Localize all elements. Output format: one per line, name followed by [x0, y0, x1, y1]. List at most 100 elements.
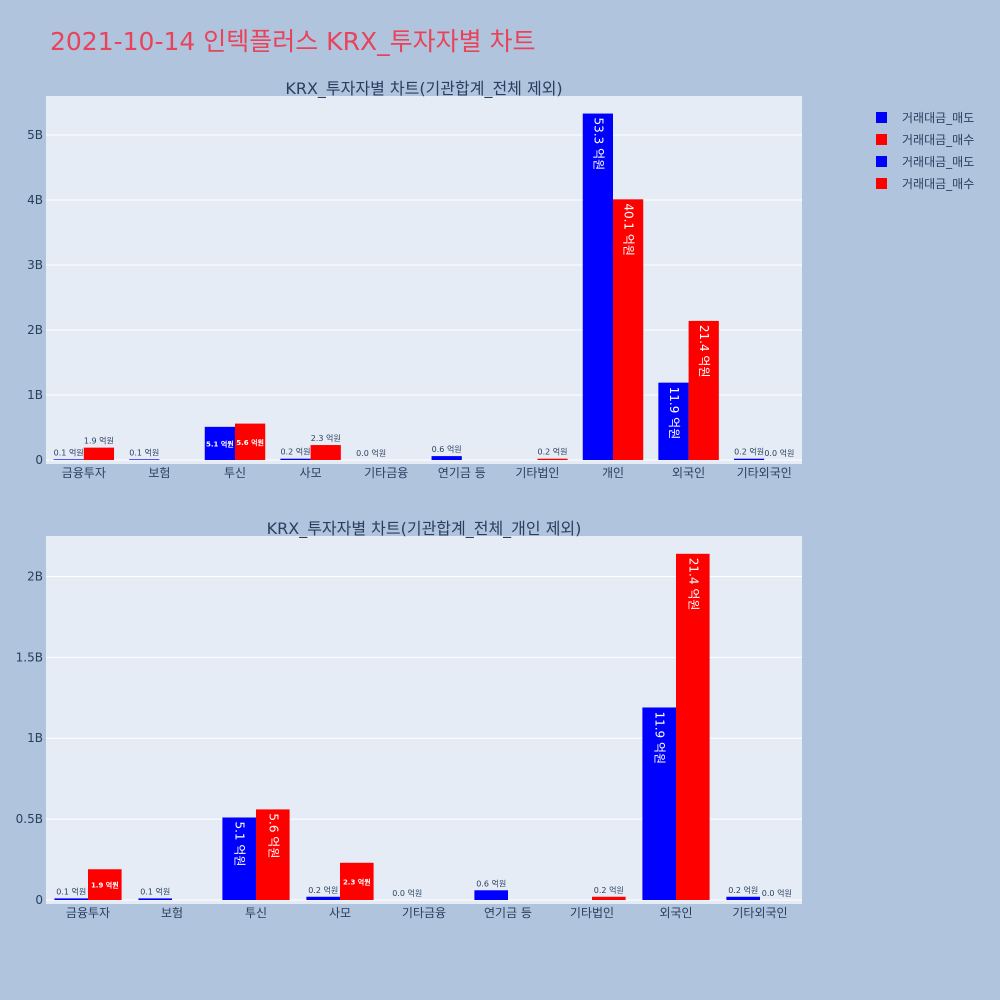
data-label: 0.0 억원 — [356, 448, 386, 458]
legend-label: 거래대금_매도 — [902, 110, 975, 125]
x-tick-label: 기타금융 — [402, 906, 446, 920]
bar — [613, 199, 644, 460]
bar — [642, 707, 676, 900]
y-tick-label: 1B — [27, 731, 43, 745]
x-tick-label: 기타금융 — [364, 466, 408, 480]
y-tick-label: 0.5B — [16, 812, 43, 826]
x-tick-label: 금융투자 — [62, 466, 106, 480]
data-label: 0.6 억원 — [476, 878, 506, 888]
legend-swatch-buy — [876, 133, 887, 145]
x-tick-label: 투신 — [224, 466, 246, 480]
legend[interactable]: 거래대금_매도 거래대금_매수 거래대금_매도 거래대금_매수 — [876, 106, 974, 194]
data-label: 5.1 억원 — [206, 439, 234, 448]
data-label: 21.4 억원 — [686, 558, 700, 611]
bar — [306, 896, 340, 900]
chart-title: KRX_투자자별 차트(기관합계_전체_개인 제외) — [267, 519, 582, 539]
x-tick-label: 연기금 등 — [484, 906, 532, 920]
x-tick-label: 보험 — [148, 466, 170, 480]
bar — [733, 458, 765, 460]
bar — [222, 817, 256, 900]
bar — [88, 869, 122, 900]
legend-swatch-sell — [876, 155, 887, 167]
y-tick-label: 2B — [27, 323, 43, 337]
bar — [310, 445, 341, 460]
x-tick-label: 금융투자 — [66, 906, 110, 920]
x-tick-label: 기타법인 — [570, 906, 614, 920]
y-tick-label: 1B — [27, 388, 43, 402]
x-tick-label: 사모 — [329, 906, 351, 920]
y-tick-label: 1.5B — [16, 650, 43, 664]
y-tick-label: 0 — [35, 453, 43, 467]
legend-label: 거래대금_매수 — [902, 176, 975, 191]
bar — [138, 898, 172, 900]
x-tick-label: 연기금 등 — [438, 466, 486, 480]
y-tick-label: 4B — [27, 193, 43, 207]
data-label: 40.1 억원 — [622, 203, 636, 256]
legend-item[interactable]: 거래대금_매수 — [876, 172, 974, 194]
data-label: 1.9 억원 — [91, 881, 119, 890]
data-label: 0.1 억원 — [129, 447, 159, 457]
y-tick-label: 5B — [27, 128, 43, 142]
bar — [340, 862, 374, 900]
bar — [256, 809, 290, 900]
legend-item[interactable]: 거래대금_매도 — [876, 106, 974, 128]
x-tick-label: 보험 — [161, 906, 183, 920]
bar — [54, 898, 88, 900]
data-label: 2.3 억원 — [343, 877, 371, 886]
data-label: 0.6 억원 — [432, 444, 462, 454]
data-label: 11.9 억원 — [653, 711, 667, 764]
chart-title: KRX_투자자별 차트(기관합계_전체 제외) — [285, 79, 562, 99]
page-title: 2021-10-14 인텍플러스 KRX_투자자별 차트 — [50, 27, 536, 56]
legend-item[interactable]: 거래대금_매수 — [876, 128, 974, 150]
bar — [582, 113, 613, 461]
bar — [431, 456, 462, 460]
data-label: 0.0 억원 — [762, 888, 792, 898]
x-tick-label: 기타외국인 — [732, 906, 787, 920]
data-label: 11.9 억원 — [667, 387, 681, 440]
x-tick-label: 외국인 — [672, 466, 705, 480]
data-label: 0.1 억원 — [54, 447, 84, 457]
x-tick-label: 기타법인 — [515, 466, 559, 480]
data-label: 0.2 억원 — [308, 885, 338, 895]
y-tick-label: 0 — [35, 893, 43, 907]
data-label: 5.6 억원 — [236, 438, 264, 447]
data-label: 5.6 억원 — [266, 813, 280, 858]
legend-swatch-buy — [876, 177, 887, 189]
bar — [53, 459, 84, 460]
data-label: 0.2 억원 — [594, 885, 624, 895]
data-label: 5.1 억원 — [233, 821, 247, 866]
data-label: 0.1 억원 — [56, 886, 86, 896]
data-label: 0.1 억원 — [140, 886, 170, 896]
bar — [676, 553, 710, 900]
data-label: 0.0 억원 — [764, 448, 794, 458]
legend-item[interactable]: 거래대금_매도 — [876, 150, 974, 172]
y-tick-label: 3B — [27, 258, 43, 272]
bar — [474, 890, 508, 900]
data-label: 21.4 억원 — [697, 325, 711, 378]
bar — [537, 458, 568, 460]
bar — [688, 320, 719, 460]
bar — [658, 382, 689, 460]
bar — [592, 896, 626, 900]
data-label: 1.9 억원 — [84, 436, 114, 446]
legend-label: 거래대금_매수 — [902, 132, 975, 147]
bar — [83, 447, 115, 460]
x-tick-label: 사모 — [300, 466, 322, 480]
data-label: 0.2 억원 — [280, 447, 310, 457]
bar — [204, 426, 235, 460]
legend-label: 거래대금_매도 — [902, 154, 975, 169]
data-label: 0.2 억원 — [728, 885, 758, 895]
bar — [235, 423, 266, 460]
x-tick-label: 외국인 — [659, 906, 692, 920]
data-label: 0.2 억원 — [538, 447, 568, 457]
x-tick-label: 개인 — [602, 466, 624, 480]
bar — [726, 896, 760, 900]
data-label: 0.0 억원 — [392, 888, 422, 898]
legend-swatch-sell — [876, 111, 887, 123]
data-label: 2.3 억원 — [311, 433, 341, 443]
x-tick-label: 기타외국인 — [737, 466, 792, 480]
data-label: 0.2 억원 — [734, 447, 764, 457]
bar — [280, 458, 311, 460]
bar — [129, 459, 160, 460]
